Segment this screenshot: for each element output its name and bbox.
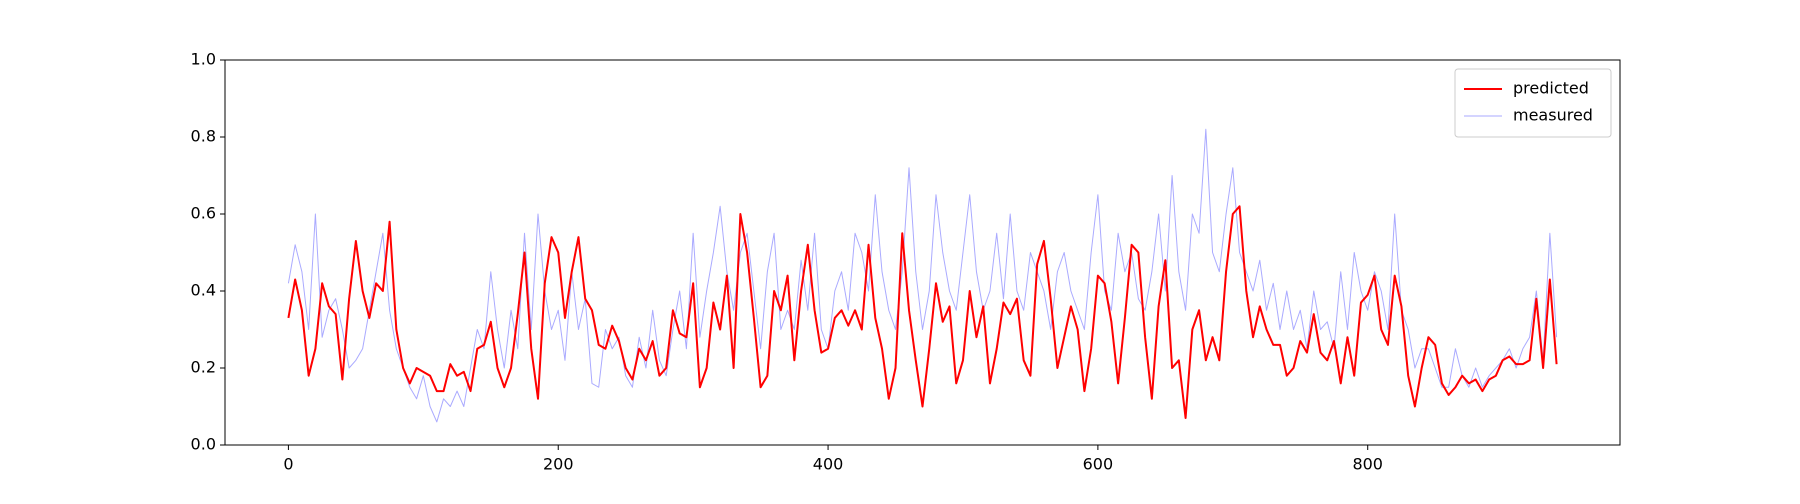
y-tick-label: 0.0 bbox=[191, 435, 216, 454]
y-tick-label: 0.2 bbox=[191, 358, 216, 377]
y-tick-label: 0.8 bbox=[191, 127, 216, 146]
x-tick-label: 400 bbox=[813, 455, 844, 474]
legend-label: measured bbox=[1513, 106, 1593, 125]
y-tick-label: 1.0 bbox=[191, 50, 216, 69]
legend-label: predicted bbox=[1513, 79, 1589, 98]
plot-frame bbox=[224, 59, 1621, 446]
legend-box bbox=[1454, 68, 1612, 138]
x-tick-label: 0 bbox=[283, 455, 293, 474]
x-tick-label: 600 bbox=[1083, 455, 1114, 474]
series-line bbox=[287, 205, 1558, 420]
y-tick-label: 0.4 bbox=[191, 281, 216, 300]
series-line bbox=[287, 128, 1558, 423]
x-tick-label: 200 bbox=[543, 455, 574, 474]
y-tick-label: 0.6 bbox=[191, 204, 216, 223]
x-tick-label: 800 bbox=[1352, 455, 1383, 474]
